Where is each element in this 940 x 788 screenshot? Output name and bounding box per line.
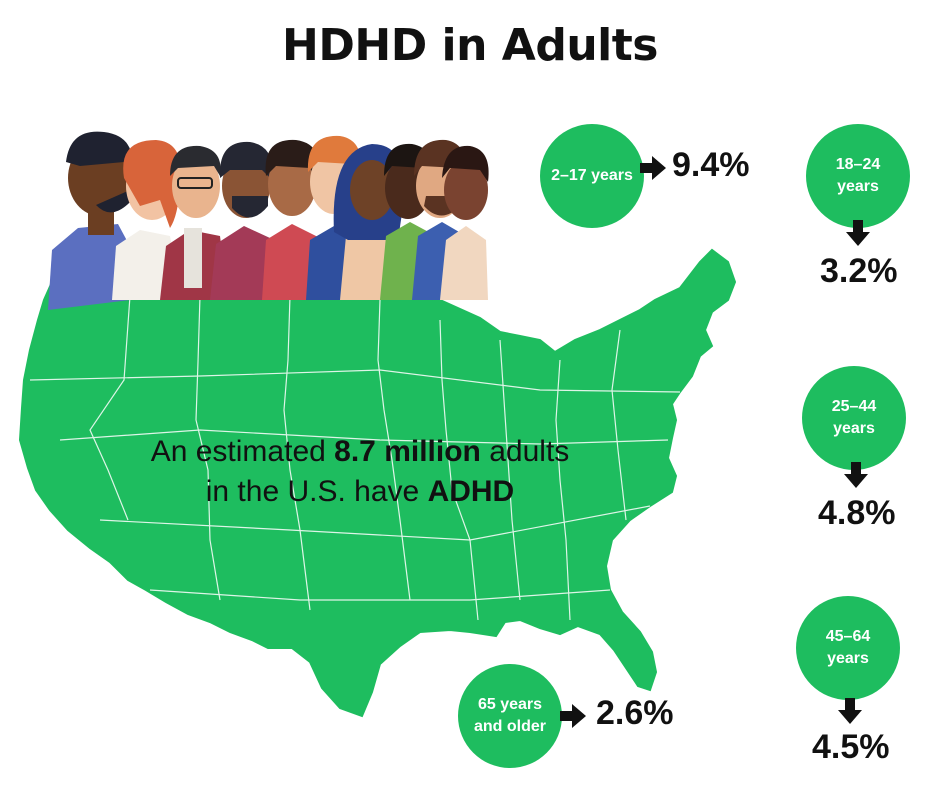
person-1 <box>48 131 133 310</box>
state-borders <box>29 295 681 621</box>
arrow-right-icon <box>560 704 586 728</box>
age-label-65-plus: 65 years and older <box>473 696 546 735</box>
caption-highlight: 8.7 million <box>334 435 481 468</box>
stat-value-25-44: 4.8% <box>818 494 896 532</box>
arrow-down-icon <box>846 220 870 246</box>
age-circle-45-64: 45–64 years <box>796 596 900 700</box>
page-title: HDHD in Adults <box>282 20 658 71</box>
age-circle-18-24: 18–24 years <box>806 124 910 228</box>
person-10 <box>440 145 489 300</box>
stat-value-18-24: 3.2% <box>820 252 898 290</box>
stat-value-2-17: 9.4% <box>672 146 750 184</box>
stat-value-65-plus: 2.6% <box>596 694 674 732</box>
us-map-shape <box>18 248 737 718</box>
age-label-2-17: 2–17 years <box>551 167 633 184</box>
age-circle-65-plus: 65 years and older <box>458 664 562 768</box>
arrow-right-icon <box>640 156 666 180</box>
age-circle-25-44: 25–44 years <box>802 366 906 470</box>
age-label-18-24: 18–24 years <box>835 156 881 195</box>
caption-pre: An estimated <box>150 435 326 468</box>
arrow-down-icon <box>838 698 862 724</box>
age-label-45-64: 45–64 years <box>825 628 871 667</box>
person-2 <box>112 140 181 300</box>
arrow-down-icon <box>844 462 868 488</box>
adults-caption: An estimated 8.7 million adults in the U… <box>60 432 660 512</box>
age-label-25-44: 25–44 years <box>831 398 877 437</box>
person-3 <box>160 145 228 300</box>
caption-condition: ADHD <box>427 475 515 508</box>
stat-value-45-64: 4.5% <box>812 728 890 766</box>
caption-line2: in the U.S. have <box>205 475 420 508</box>
person-4 <box>210 141 276 300</box>
age-circle-2-17: 2–17 years <box>540 124 644 228</box>
caption-mid: adults <box>489 435 570 468</box>
